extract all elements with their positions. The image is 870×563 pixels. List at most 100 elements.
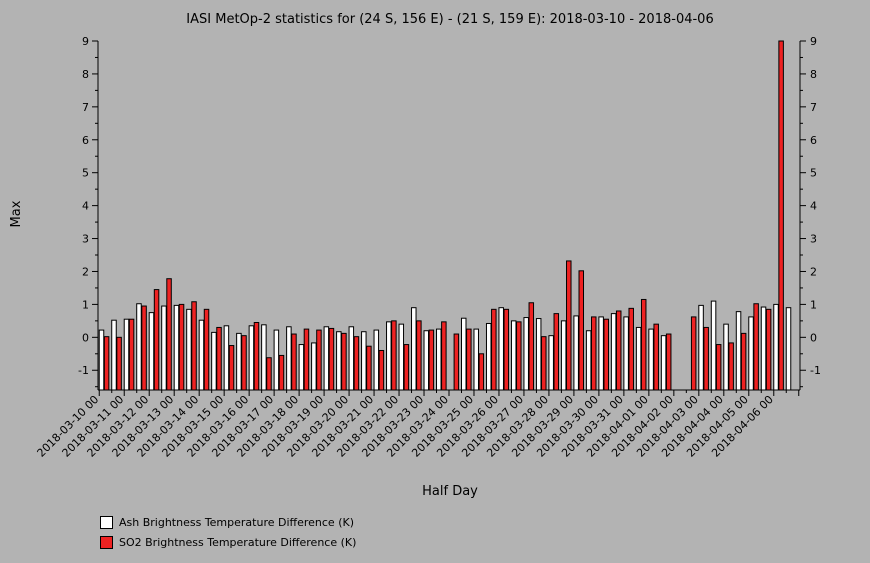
- so2-bar-12: [253, 322, 260, 391]
- legend-swatch-so2: [100, 535, 113, 549]
- ash-bar-7: [186, 308, 192, 391]
- so2-bar-27: [441, 321, 447, 391]
- ash-bar-54: [773, 303, 779, 391]
- so2-bar-2: [128, 318, 135, 391]
- so2-bar-9: [216, 326, 222, 391]
- ash-bar-11: [236, 332, 242, 391]
- so2-bar-30: [478, 353, 485, 391]
- so2-bar-47: [690, 316, 697, 391]
- so2-bar-43: [640, 298, 647, 391]
- ash-bar-16: [298, 344, 305, 391]
- ash-bar-23: [386, 321, 392, 391]
- so2-bar-25: [416, 320, 422, 391]
- so2-bar-24: [403, 344, 410, 391]
- so2-bar-28: [453, 333, 460, 391]
- ash-bar-53: [760, 306, 767, 391]
- so2-bar-41: [615, 310, 622, 391]
- so2-bar-20: [353, 336, 360, 391]
- so2-bar-7: [191, 301, 197, 391]
- so2-bar-26: [428, 329, 435, 391]
- y-tick-label-right: 7: [810, 101, 817, 114]
- y-tick-label-left: 1: [82, 298, 89, 311]
- y-tick-label-left: 7: [82, 101, 89, 114]
- so2-bar-8: [203, 308, 210, 391]
- y-tick-label-right: 1: [810, 298, 817, 311]
- so2-bar-6: [178, 303, 185, 391]
- ash-bar-22: [373, 329, 380, 391]
- so2-bar-34: [528, 302, 535, 391]
- ash-bar-37: [560, 320, 567, 391]
- so2-bar-38: [578, 270, 585, 391]
- ash-bar-13: [261, 324, 267, 391]
- ash-bar-31: [485, 322, 492, 391]
- y-tick-label-right: 9: [810, 35, 817, 48]
- ash-bar-52: [748, 316, 754, 391]
- ash-bar-2: [123, 318, 130, 391]
- legend-item-ash: Ash Brightness Temperature Difference (K…: [100, 512, 356, 532]
- y-tick-label-left: 4: [82, 200, 89, 213]
- y-tick-label-left: 0: [82, 331, 89, 344]
- ash-bar-17: [311, 342, 317, 391]
- ash-bar-45: [660, 335, 667, 391]
- ash-bar-5: [161, 305, 167, 391]
- ash-bar-49: [710, 300, 717, 391]
- y-axis-label: Max: [9, 200, 24, 227]
- ash-bar-0: [98, 329, 105, 391]
- y-tick-label-right: 4: [810, 200, 817, 213]
- so2-bar-15: [291, 333, 297, 391]
- y-tick-label-right: 3: [810, 233, 817, 246]
- ash-bar-42: [623, 316, 629, 391]
- so2-bar-45: [665, 333, 672, 391]
- bars-group: [98, 40, 792, 391]
- so2-bar-16: [303, 328, 310, 391]
- y-tick-label-right: 6: [810, 134, 817, 147]
- ash-bar-15: [286, 326, 292, 391]
- ash-bar-6: [173, 304, 180, 391]
- ash-bar-3: [136, 303, 142, 391]
- so2-bar-1: [116, 336, 122, 391]
- y-tick-label-left: 8: [82, 68, 89, 81]
- so2-bar-31: [491, 308, 497, 391]
- ash-bar-29: [460, 317, 467, 391]
- ash-bar-24: [398, 323, 405, 391]
- y-tick-label-left: 2: [82, 265, 89, 278]
- so2-bar-52: [753, 303, 759, 391]
- ash-bar-19: [336, 331, 342, 391]
- y-tick-label-right: 8: [810, 68, 817, 81]
- so2-bar-54: [778, 40, 784, 391]
- ash-bar-26: [423, 330, 430, 391]
- so2-bar-40: [603, 318, 609, 391]
- ash-bar-25: [411, 307, 417, 391]
- y-tick-label-left: 6: [82, 134, 89, 147]
- ash-bar-48: [698, 304, 704, 391]
- ash-bar-43: [635, 326, 642, 391]
- so2-bar-49: [715, 344, 722, 391]
- ash-bar-12: [248, 325, 255, 391]
- ash-bar-44: [648, 328, 654, 391]
- so2-bar-29: [466, 328, 472, 391]
- so2-bar-4: [153, 289, 160, 391]
- x-axis-label: Half Day: [422, 484, 478, 499]
- so2-bar-19: [341, 332, 347, 391]
- ash-bar-41: [610, 313, 617, 391]
- ash-bar-34: [523, 317, 529, 391]
- ash-bar-32: [498, 307, 504, 391]
- ash-bar-27: [436, 328, 442, 391]
- ash-bar-39: [585, 330, 592, 391]
- so2-bar-51: [740, 332, 747, 391]
- so2-bar-39: [591, 316, 597, 391]
- so2-bar-0: [103, 336, 110, 391]
- chart-title: IASI MetOp-2 statistics for (24 S, 156 E…: [186, 12, 713, 27]
- ash-bar-33: [510, 320, 517, 391]
- ash-bar-36: [548, 335, 554, 391]
- so2-bar-44: [653, 323, 659, 391]
- so2-bar-50: [728, 342, 734, 391]
- legend-item-so2: SO2 Brightness Temperature Difference (K…: [100, 532, 356, 552]
- legend-label-ash: Ash Brightness Temperature Difference (K…: [119, 515, 354, 529]
- y-tick-label-right: 2: [810, 265, 817, 278]
- legend-swatch-ash: [100, 515, 113, 529]
- so2-bar-17: [316, 329, 322, 391]
- ash-bar-4: [148, 312, 155, 391]
- so2-bar-22: [378, 349, 385, 391]
